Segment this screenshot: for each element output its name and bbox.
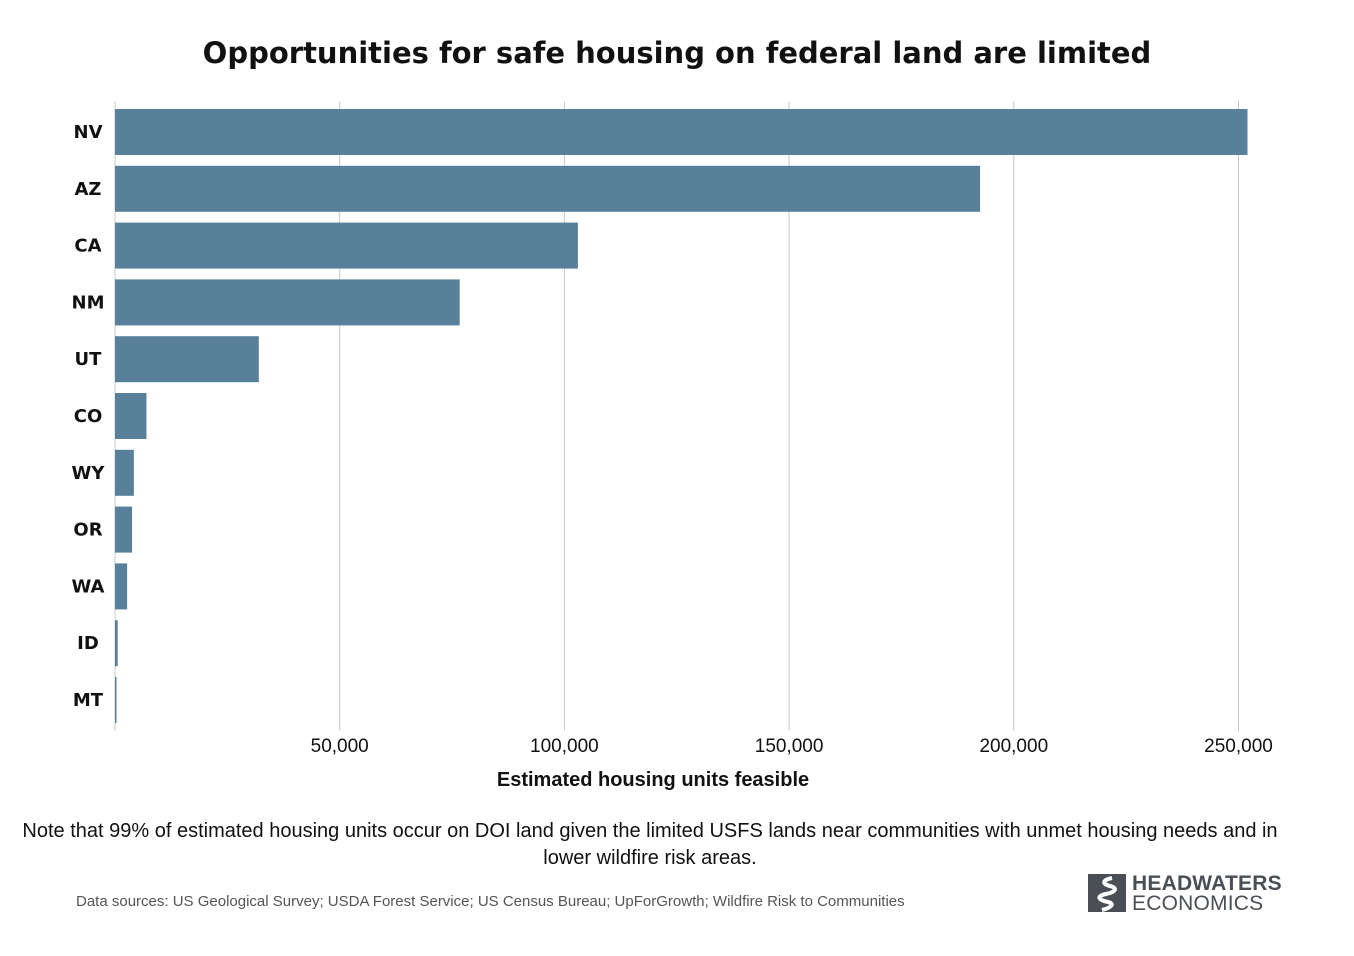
bar-mt <box>115 677 117 723</box>
chart-title: Opportunities for safe housing on federa… <box>202 36 1152 70</box>
chart-note: Note that 99% of estimated housing units… <box>22 820 1278 869</box>
category-label: WY <box>72 463 106 484</box>
category-label: OR <box>73 520 102 541</box>
x-tick-label: 200,000 <box>979 736 1048 757</box>
category-label: UT <box>75 349 103 370</box>
x-tick-label: 250,000 <box>1204 736 1273 757</box>
category-label: NM <box>72 292 105 313</box>
headwaters-logo: HEADWATERS ECONOMICS <box>1088 872 1288 916</box>
bar-wa <box>115 563 128 610</box>
headwaters-river-logo-icon <box>1088 874 1126 912</box>
bar-nv <box>115 109 1248 155</box>
x-tick-label: 100,000 <box>530 736 599 757</box>
category-label: CO <box>74 406 103 427</box>
category-label: MT <box>73 690 104 711</box>
category-label: CA <box>74 236 101 257</box>
bars <box>115 109 1248 723</box>
category-label: NV <box>74 122 103 143</box>
category-label: ID <box>77 633 99 654</box>
category-label: WA <box>72 576 105 597</box>
bar-co <box>115 393 147 439</box>
bar-az <box>115 165 981 212</box>
bar-or <box>115 506 133 553</box>
x-tick-label: 150,000 <box>755 736 824 757</box>
data-sources: Data sources: US Geological Survey; USDA… <box>76 893 905 910</box>
bar-ut <box>115 336 259 383</box>
axis: 50,000 100,000 150,000 200,000 250,000 NV AZ CA… <box>72 122 1273 757</box>
logo-text-line1: HEADWATERS <box>1132 872 1282 895</box>
bar-wy <box>115 449 134 496</box>
bar-ca <box>115 222 578 269</box>
logo-text-line2: ECONOMICS <box>1132 892 1264 915</box>
bar-id <box>115 620 118 667</box>
x-tick-label: 50,000 <box>311 736 369 757</box>
x-axis-label: Estimated housing units feasible <box>496 769 810 791</box>
bar-nm <box>115 279 460 326</box>
category-label: AZ <box>75 179 102 200</box>
